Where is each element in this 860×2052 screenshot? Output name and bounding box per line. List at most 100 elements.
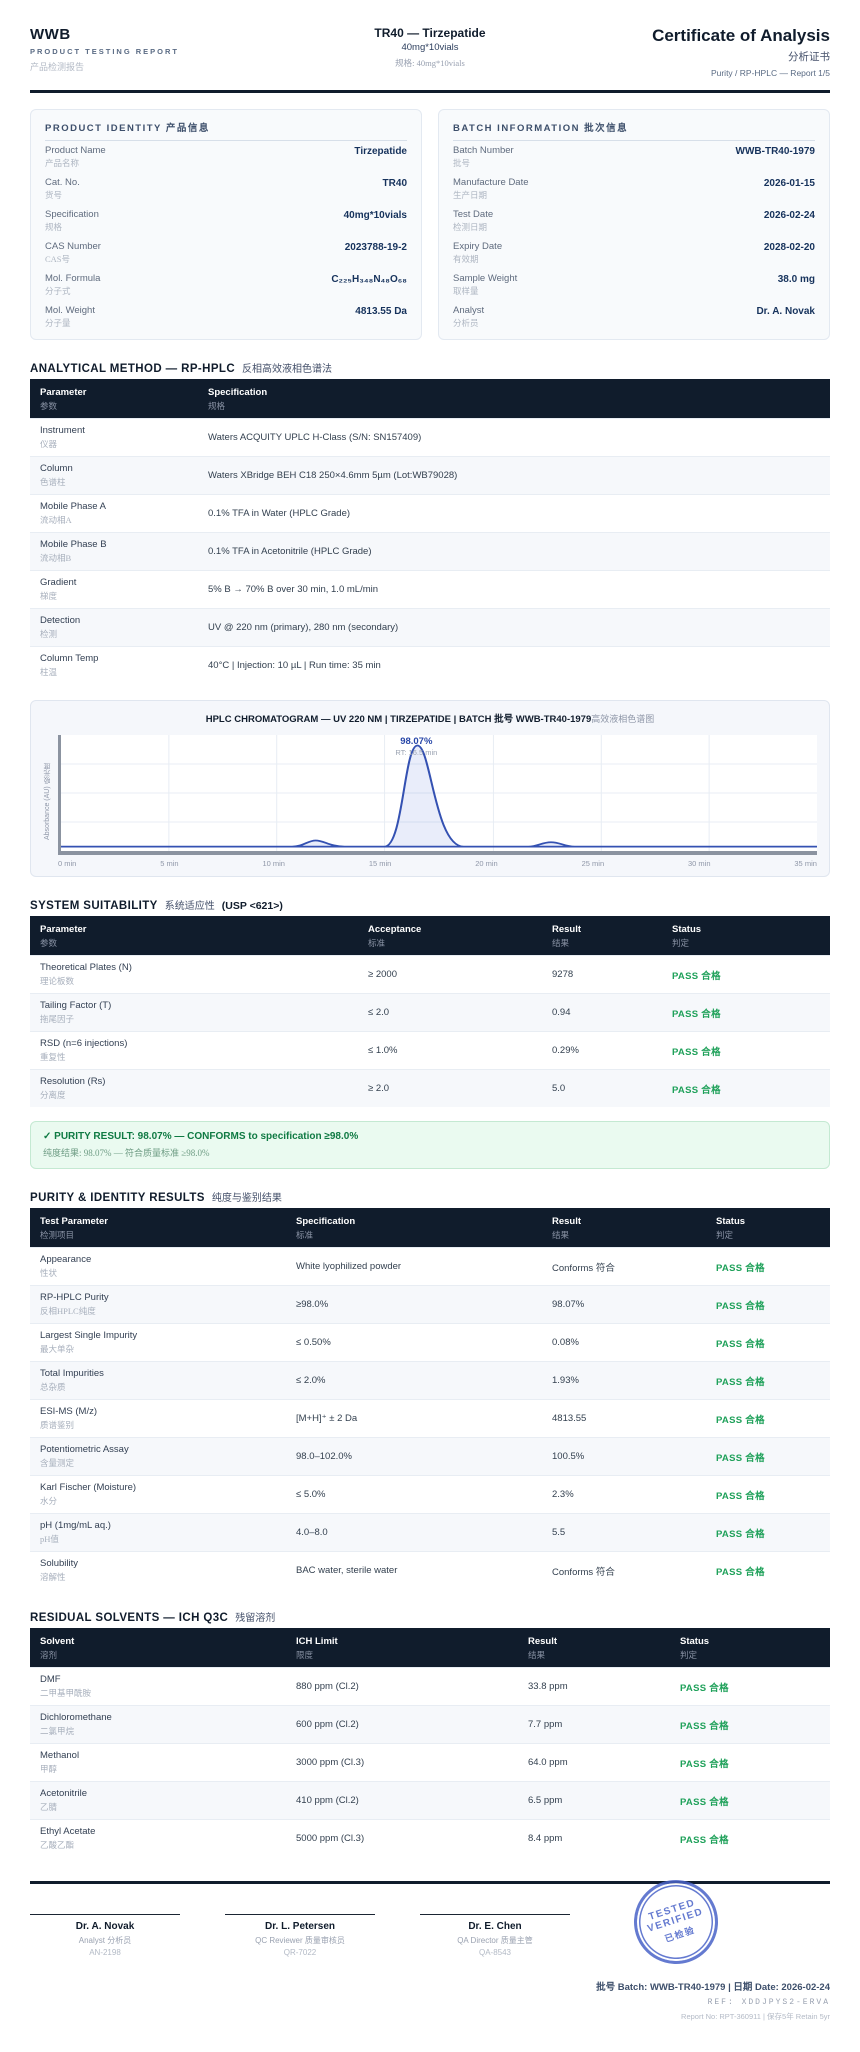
param-zh: 最大单杂 (40, 1344, 75, 1354)
spec-cell: ≤ 2.0% (286, 1361, 542, 1400)
status-cell: PASS 合格 (662, 1031, 830, 1070)
param-cell: Dichloromethane 二氯甲烷 (30, 1705, 286, 1744)
purity-identity-table: Test Parameter 检测项目 Specification 标准 Resul… (30, 1210, 830, 1589)
result-cell: 9278 (542, 955, 662, 994)
spec-cell: ≥98.0% (286, 1285, 542, 1324)
section-title: RESIDUAL SOLVENTS — ICH Q3C (30, 1612, 229, 1624)
param-cell: Appearance 性状 (30, 1247, 286, 1286)
field-value: 38.0 mg (777, 274, 815, 285)
result-cell: Conforms 符合 (542, 1247, 706, 1286)
value-cell: 40°C | Injection: 10 µL | Run time: 35 m… (198, 646, 830, 684)
panel-row: Mol. Weight 分子量 4813.55 Da (45, 301, 407, 333)
field-label: Batch Number 批号 (453, 145, 514, 169)
panel-row: Product Name 产品名称 Tirzepatide (45, 141, 407, 173)
spec-cell: 410 ppm (Cl.2) (286, 1781, 518, 1820)
result-cell: 5.5 (542, 1513, 706, 1552)
param-cell: pH (1mg/mL aq.) pH值 (30, 1513, 286, 1552)
table-row: Mobile Phase B 流动相B 0.1% TFA in Acetonitri… (30, 532, 830, 571)
param-cell: Theoretical Plates (N) 理论板数 (30, 955, 358, 994)
footer-batch-line: 批号 Batch: WWB-TR40-1979 | 日期 Date: 2026-… (596, 1982, 830, 1993)
brand-subtitle-zh: 产品检测报告 (30, 62, 85, 72)
param-en: Gradient (40, 577, 77, 588)
panel-row: Batch Number 批号 WWB-TR40-1979 (453, 141, 815, 173)
field-value: 4813.55 Da (355, 306, 407, 317)
plot-wrap: 98.07% RT: 16.5 min 0 min 5 min 10 min 15 m… (58, 735, 817, 868)
brand-logo: WWB (30, 26, 71, 43)
status-cell: PASS 合格 (670, 1819, 830, 1857)
param-cell: RSD (n=6 injections) 重复性 (30, 1031, 358, 1070)
value-cell: Waters XBridge BEH C18 250×4.6mm 5µm (Lo… (198, 456, 830, 495)
param-cell: Detection 检测 (30, 608, 198, 647)
table-row: pH (1mg/mL aq.) pH值 4.0–8.0 5.5 PASS 合格 (30, 1513, 830, 1552)
status-badge: PASS 合格 (716, 1490, 765, 1502)
param-en: Detection (40, 615, 81, 626)
status-badge: PASS 合格 (716, 1338, 765, 1350)
field-label-zh: 分子量 (45, 318, 71, 328)
param-zh: 流动相B (40, 553, 72, 563)
x-tick-label: 15 min (368, 859, 392, 868)
status-cell: PASS 合格 (706, 1551, 830, 1589)
table-row: Detection 检测 UV @ 220 nm (primary), 280 nm… (30, 608, 830, 647)
param-zh: 拖尾因子 (40, 1014, 75, 1024)
status-badge: PASS 合格 (716, 1452, 765, 1464)
param-en: Instrument (40, 425, 85, 436)
section-title: SYSTEM SUITABILITY (30, 900, 158, 912)
signature-line (30, 1914, 180, 1915)
value-cell: Waters ACQUITY UPLC H-Class (S/N: SN1574… (198, 418, 830, 457)
signer-name: Dr. A. Novak (75, 1921, 135, 1932)
param-zh: 含量测定 (40, 1458, 75, 1468)
param-zh: 乙腈 (40, 1802, 58, 1812)
status-cell: PASS 合格 (670, 1705, 830, 1744)
panel-row: Analyst 分析员 Dr. A. Novak (453, 301, 815, 333)
purity-result-banner: ✓ PURITY RESULT: 98.07% — CONFORMS to sp… (30, 1121, 830, 1169)
status-badge: PASS 合格 (672, 1008, 721, 1020)
param-en: Mobile Phase A (40, 501, 107, 512)
signature-line (420, 1914, 570, 1915)
param-zh: 重复性 (40, 1052, 66, 1062)
chromatogram-svg (61, 735, 817, 851)
signer-name: Dr. L. Petersen (264, 1921, 336, 1932)
table-row: Total Impurities 总杂质 ≤ 2.0% 1.93% PASS 合格 (30, 1361, 830, 1400)
param-en: Column (40, 463, 73, 474)
col-result: Result 结果 (542, 1210, 706, 1248)
field-label: Specification 规格 (45, 209, 99, 233)
table-row: Acetonitrile 乙腈 410 ppm (Cl.2) 6.5 ppm PASS … (30, 1781, 830, 1820)
panel-row: Manufacture Date 生产日期 2026-01-15 (453, 173, 815, 205)
param-zh: 色谱柱 (40, 477, 66, 487)
param-en: Potentiometric Assay (40, 1444, 129, 1455)
spec-cell: 3000 ppm (Cl.3) (286, 1743, 518, 1782)
spec-cell: ≥ 2.0 (358, 1069, 542, 1107)
param-cell: Methanol 甲醇 (30, 1743, 286, 1782)
col-parameter: Parameter 参数 (30, 918, 358, 956)
section-title-zh: 残留溶剂 (235, 1613, 276, 1624)
table-header: Parameter 参数 Acceptance 标准 Result 结果 Status… (30, 918, 830, 956)
field-label: Expiry Date 有效期 (453, 241, 502, 265)
spec-cell: ≤ 0.50% (286, 1323, 542, 1362)
param-en: Tailing Factor (T) (40, 1000, 112, 1011)
table-row: RP-HPLC Purity 反相HPLC纯度 ≥98.0% 98.07% PASS 合… (30, 1285, 830, 1324)
signer-role: QC Reviewer 质量审核员 (255, 1936, 345, 1945)
field-value: C₂₂₅H₃₄₈N₄₈O₆₈ (331, 274, 407, 285)
signature-qa-director: Dr. E. Chen QA Director 质量主管 QA-8543 (420, 1914, 570, 1957)
table-row: Karl Fischer (Moisture) 水分 ≤ 5.0% 2.3% PASS … (30, 1475, 830, 1514)
param-cell: Ethyl Acetate 乙酸乙酯 (30, 1819, 286, 1857)
param-cell: Acetonitrile 乙腈 (30, 1781, 286, 1820)
field-label-zh: 分子式 (45, 286, 71, 296)
result-cell: 0.08% (542, 1323, 706, 1362)
field-label: Cat. No. 货号 (45, 177, 80, 201)
panel-rows: Product Name 产品名称 Tirzepatide Cat. No. 货号 TR4… (45, 141, 407, 333)
field-label-en: Cat. No. (45, 177, 80, 188)
param-en: Total Impurities (40, 1368, 104, 1379)
footer-report-line: Report No: RPT-360911 | 保存5年 Retain 5yr (681, 2012, 830, 2021)
chart-body: Absorbance (AU) 吸光度 98.07% RT: 16.5 min (43, 735, 817, 868)
result-cell: 33.8 ppm (518, 1667, 670, 1706)
spec-cell: ≤ 2.0 (358, 993, 542, 1032)
signer-role: QA Director 质量主管 (457, 1936, 533, 1945)
panel-row: CAS Number CAS号 2023788-19-2 (45, 237, 407, 269)
field-label-en: Mol. Weight (45, 305, 95, 316)
analytical-method-table: Parameter 参数 Specification 规格 Instrument 仪器… (30, 381, 830, 684)
col-parameter: Parameter 参数 (30, 381, 198, 419)
status-badge: PASS 合格 (716, 1414, 765, 1426)
result-cell: 2.3% (542, 1475, 706, 1514)
spec-cell: 98.0–102.0% (286, 1437, 542, 1476)
